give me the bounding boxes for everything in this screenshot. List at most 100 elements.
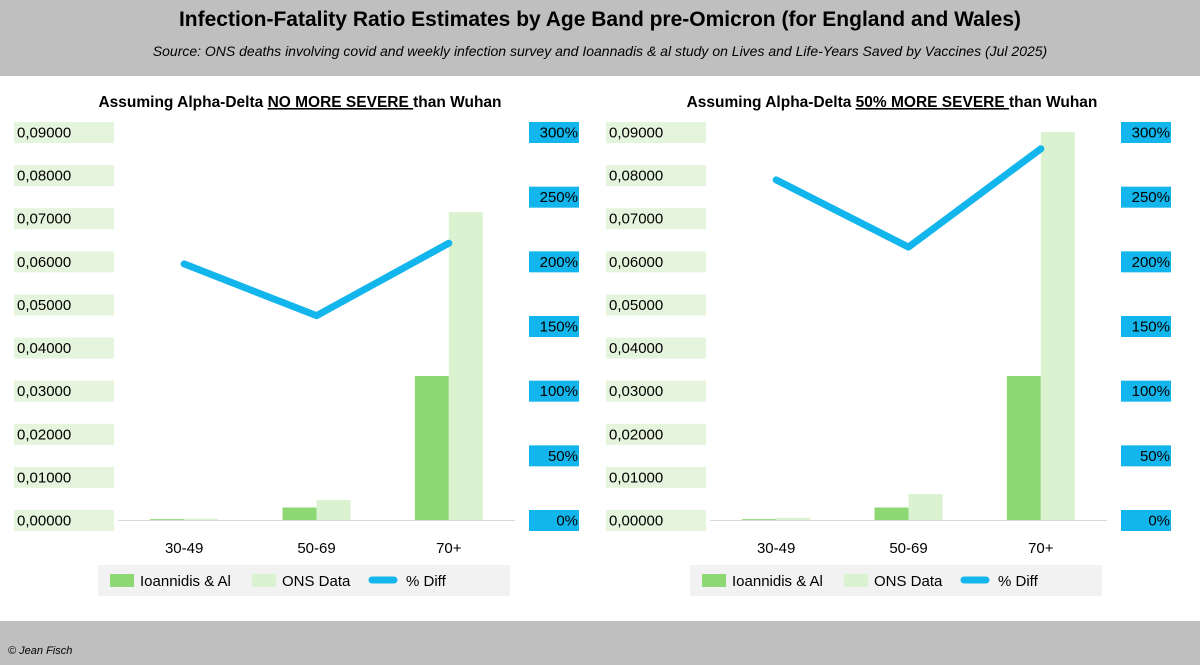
y-left-tick-bg: [14, 208, 114, 230]
bar-ons: [1040, 132, 1075, 520]
y-right-tick-bg: [1121, 186, 1171, 208]
y-left-tick-bg: [14, 122, 114, 143]
y-left-tick-label: 0,03000: [17, 383, 71, 400]
legend-label: ONS Data: [874, 573, 943, 590]
y-left-tick-bg: [606, 251, 706, 273]
y-right-tick-bg: [529, 186, 579, 208]
y-right-tick-label: 100%: [540, 383, 578, 400]
page-title: Infection-Fatality Ratio Estimates by Ag…: [178, 8, 1022, 31]
y-left-tick-bg: [606, 510, 706, 531]
x-tick-label: 70+: [436, 540, 462, 557]
x-tick-label: 50-69: [889, 540, 927, 557]
y-left-tick-bg: [606, 466, 706, 488]
copyright-text: © Jean Fisch: [8, 645, 73, 657]
y-right-tick-label: 50%: [548, 448, 578, 465]
y-left-tick-label: 0,01000: [17, 469, 71, 486]
bar-ioannidis: [150, 519, 185, 520]
y-right-tick-label: 200%: [1132, 254, 1170, 271]
legend-label: Ioannidis & Al: [140, 573, 231, 590]
chart-legend: Ioannidis & Al ONS Data % Diff: [98, 565, 510, 596]
y-right-tick-label: 300%: [1132, 125, 1170, 142]
y-right-tick-label: 250%: [540, 189, 578, 206]
x-tick-label: 30-49: [757, 540, 795, 557]
chart-panel-1: Assuming Alpha-Delta NO MORE SEVERE than…: [14, 94, 579, 596]
y-right-tick-bg: [1121, 510, 1171, 531]
y-right-tick-bg: [1121, 251, 1171, 273]
y-left-tick-label: 0,02000: [609, 426, 663, 443]
y-right-tick-label: 100%: [1132, 383, 1170, 400]
bar-ioannidis: [414, 376, 449, 520]
y-left-tick-bg: [14, 423, 114, 445]
legend-swatch: [110, 574, 134, 587]
y-right-tick-label: 200%: [540, 254, 578, 271]
y-left-tick-label: 0,08000: [609, 168, 663, 185]
y-right-tick-label: 0%: [1148, 513, 1170, 530]
y-right-tick-label: 50%: [1140, 448, 1170, 465]
y-left-tick-bg: [606, 423, 706, 445]
y-right-tick-bg: [529, 445, 579, 467]
y-right-tick-bg: [529, 510, 579, 531]
y-right-tick-label: 150%: [540, 319, 578, 336]
y-right-tick-label: 250%: [1132, 189, 1170, 206]
y-left-tick-bg: [14, 337, 114, 359]
bar-ons: [776, 517, 811, 520]
bar-ioannidis: [874, 507, 909, 520]
y-left-tick-label: 0,01000: [609, 469, 663, 486]
bar-ioannidis: [282, 507, 317, 520]
y-left-tick-bg: [606, 165, 706, 187]
y-right-tick-bg: [1121, 122, 1171, 143]
y-left-tick-bg: [606, 122, 706, 143]
legend-label: % Diff: [998, 573, 1039, 590]
y-left-tick-label: 0,04000: [609, 340, 663, 357]
y-left-tick-label: 0,03000: [609, 383, 663, 400]
y-left-tick-bg: [606, 380, 706, 402]
bar-ons: [184, 518, 219, 520]
legend-box: [98, 565, 510, 596]
chart-panel-2: Assuming Alpha-Delta 50% MORE SEVERE tha…: [606, 94, 1171, 596]
y-left-tick-label: 0,09000: [17, 125, 71, 142]
y-left-tick-bg: [14, 380, 114, 402]
y-right-tick-label: 0%: [556, 513, 578, 530]
y-left-tick-label: 0,08000: [17, 168, 71, 185]
bar-ioannidis: [742, 519, 777, 520]
y-left-tick-label: 0,04000: [17, 340, 71, 357]
y-left-tick-label: 0,09000: [609, 125, 663, 142]
line-pct-diff: [180, 239, 453, 320]
y-right-tick-bg: [1121, 445, 1171, 467]
y-left-tick-label: 0,05000: [609, 297, 663, 314]
y-right-tick-bg: [529, 380, 579, 402]
legend-swatch: [844, 574, 868, 587]
y-right-tick-bg: [1121, 316, 1171, 337]
y-left-tick-label: 0,00000: [609, 513, 663, 530]
y-left-tick-bg: [606, 337, 706, 359]
y-left-tick-bg: [606, 208, 706, 230]
legend-swatch: [702, 574, 726, 587]
y-left-tick-label: 0,00000: [17, 513, 71, 530]
y-left-tick-label: 0,02000: [17, 426, 71, 443]
y-right-tick-label: 300%: [540, 125, 578, 142]
bar-ioannidis: [1006, 376, 1041, 520]
bar-ons: [316, 500, 351, 520]
line-pct-diff: [772, 145, 1045, 251]
y-left-tick-bg: [14, 251, 114, 273]
legend-label: Ioannidis & Al: [732, 573, 823, 590]
y-left-tick-label: 0,07000: [609, 211, 663, 228]
y-left-tick-label: 0,07000: [17, 211, 71, 228]
bar-ons: [908, 494, 943, 520]
y-left-tick-bg: [14, 510, 114, 531]
y-left-tick-bg: [14, 466, 114, 488]
y-left-tick-label: 0,06000: [609, 254, 663, 271]
x-tick-label: 30-49: [165, 540, 203, 557]
legend-swatch: [252, 574, 276, 587]
y-left-tick-bg: [14, 165, 114, 187]
y-right-tick-bg: [1121, 380, 1171, 402]
legend-label: % Diff: [406, 573, 447, 590]
footer-bar: © Jean Fisch: [0, 621, 1200, 665]
y-left-tick-label: 0,05000: [17, 297, 71, 314]
y-left-tick-label: 0,06000: [17, 254, 71, 271]
page-subtitle: Source: ONS deaths involving covid and w…: [152, 43, 1048, 59]
y-right-tick-bg: [529, 251, 579, 273]
y-left-tick-bg: [606, 294, 706, 316]
y-right-tick-label: 150%: [1132, 319, 1170, 336]
